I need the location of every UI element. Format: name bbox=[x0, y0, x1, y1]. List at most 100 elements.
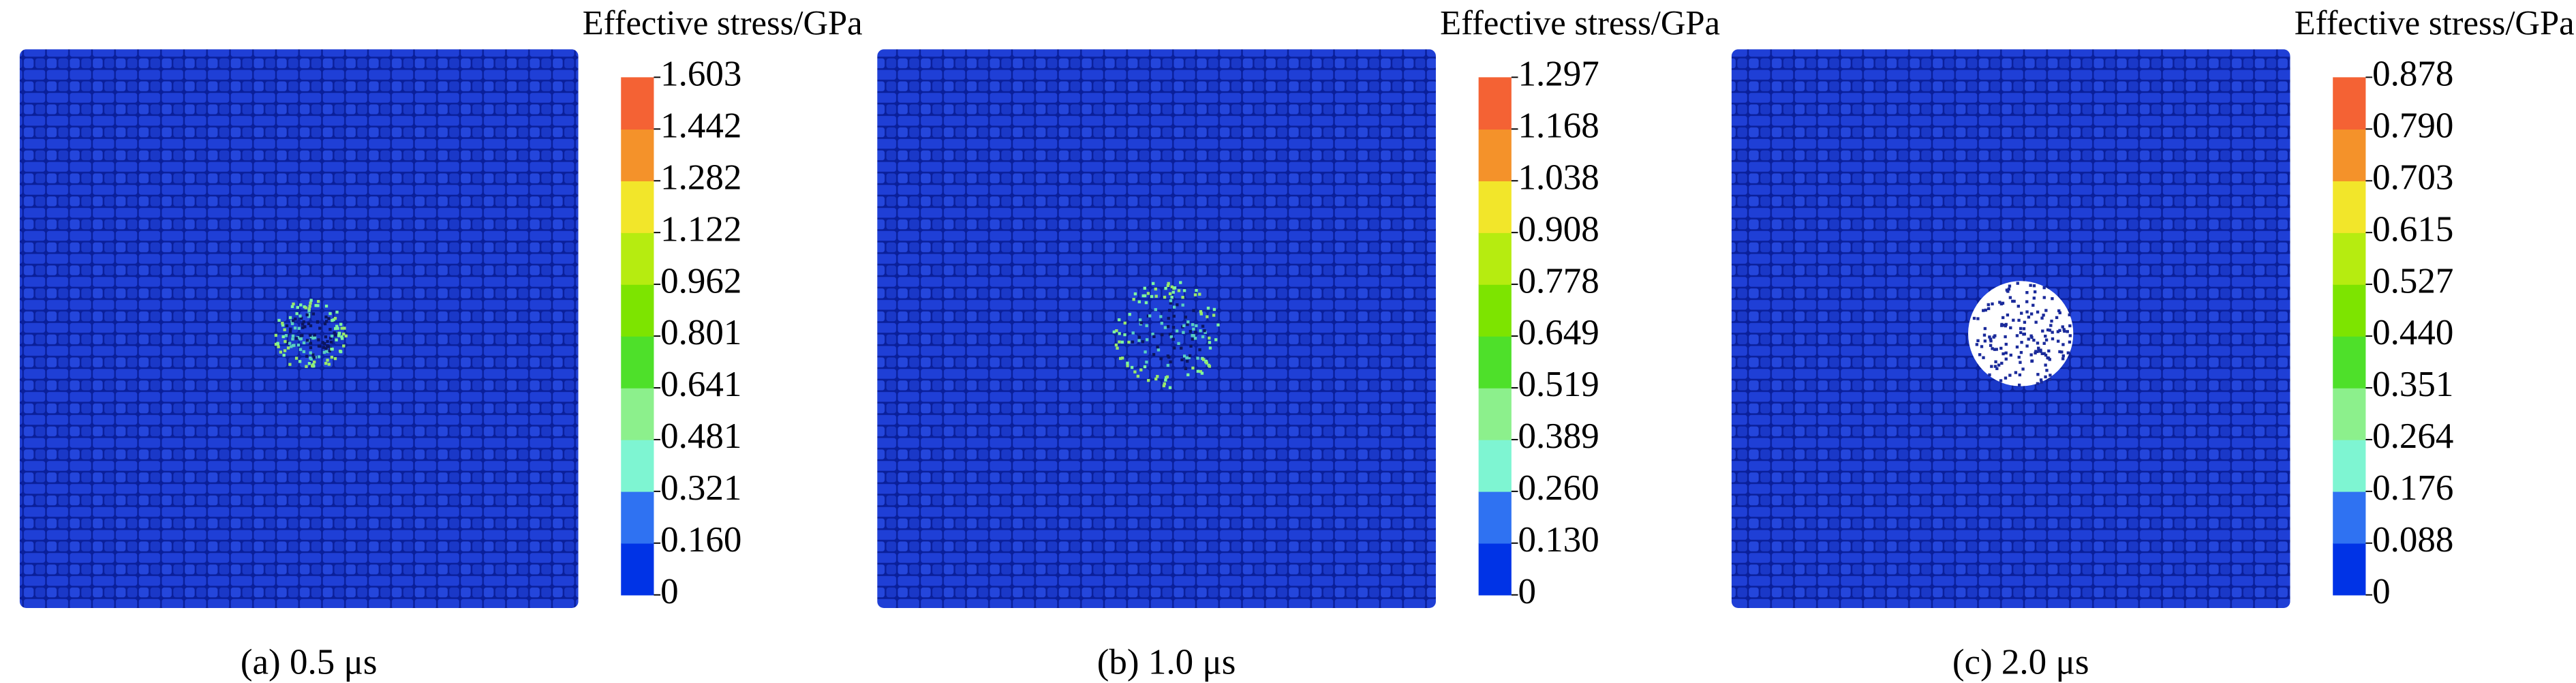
colorbar-band bbox=[1478, 129, 1512, 181]
stress-spot bbox=[2055, 316, 2059, 320]
stress-spot bbox=[281, 323, 285, 327]
stress-spot bbox=[329, 336, 333, 340]
stress-spot bbox=[307, 309, 311, 312]
stress-spot bbox=[2034, 350, 2038, 353]
colorbar-band bbox=[1478, 181, 1512, 233]
colorbar-band bbox=[621, 387, 654, 440]
stress-spot bbox=[1983, 339, 1987, 343]
stress-spot bbox=[1980, 345, 1984, 348]
stress-spot bbox=[2001, 316, 2005, 320]
stress-spot bbox=[289, 327, 292, 331]
stress-spot bbox=[313, 333, 316, 337]
stress-spot bbox=[1159, 315, 1163, 318]
stress-spot bbox=[1116, 346, 1119, 350]
stress-spot bbox=[1118, 340, 1121, 344]
stress-spot bbox=[2011, 299, 2014, 303]
colorbar-band bbox=[1478, 439, 1512, 492]
stress-spot bbox=[1988, 335, 1991, 339]
stress-spot bbox=[1184, 316, 1187, 319]
stress-spot bbox=[1146, 314, 1150, 318]
stress-spot bbox=[1112, 330, 1116, 334]
stress-spot bbox=[296, 344, 301, 347]
stress-spot bbox=[1171, 337, 1175, 341]
colorbar-band bbox=[621, 284, 654, 337]
stress-spot bbox=[2034, 320, 2038, 324]
stress-spot bbox=[329, 340, 333, 344]
stress-spot bbox=[337, 334, 341, 337]
stress-spot bbox=[1154, 307, 1157, 312]
stress-spot bbox=[1997, 363, 2001, 367]
stress-spot bbox=[2030, 359, 2034, 363]
stress-spot bbox=[327, 363, 331, 366]
stress-spot bbox=[1165, 375, 1169, 379]
stress-spot bbox=[2017, 305, 2020, 308]
stress-spot bbox=[1156, 348, 1161, 352]
stress-spot bbox=[291, 334, 295, 338]
stress-spot bbox=[299, 303, 303, 307]
stress-spot bbox=[1199, 309, 1203, 314]
stress-spot bbox=[1159, 357, 1163, 361]
stress-spot bbox=[1123, 321, 1126, 325]
stress-spot bbox=[1114, 343, 1118, 347]
stress-spot bbox=[2045, 369, 2049, 372]
stress-spot bbox=[308, 304, 311, 308]
stress-spot bbox=[2017, 383, 2021, 387]
stress-spot bbox=[309, 301, 312, 305]
stress-spot bbox=[1166, 354, 1169, 358]
stress-spot bbox=[1185, 359, 1189, 363]
stress-spot bbox=[1143, 286, 1146, 290]
stress-spot bbox=[2061, 357, 2065, 361]
stress-spot bbox=[2033, 290, 2037, 294]
stress-spot bbox=[282, 353, 286, 357]
stress-spot bbox=[334, 333, 337, 337]
stress-spot bbox=[305, 313, 309, 317]
stress-spot bbox=[1163, 326, 1167, 329]
stress-spot bbox=[1144, 301, 1148, 305]
stress-spot bbox=[317, 344, 321, 348]
stress-spot bbox=[2006, 313, 2010, 317]
stress-spot bbox=[2008, 296, 2012, 299]
stress-spot bbox=[2049, 374, 2052, 377]
stress-spot bbox=[324, 304, 328, 308]
stress-spot bbox=[298, 348, 303, 351]
colorbar-tick-label: 0.790 bbox=[2372, 106, 2453, 145]
stress-spot bbox=[307, 362, 311, 365]
stress-spot bbox=[309, 333, 312, 337]
stress-spot bbox=[295, 312, 298, 316]
stress-spot bbox=[2042, 314, 2045, 317]
stress-spot bbox=[1164, 286, 1167, 290]
stress-spot bbox=[324, 349, 328, 353]
colorbar-band bbox=[621, 181, 654, 233]
colorbar-band bbox=[2333, 284, 2366, 337]
stress-spot bbox=[2068, 340, 2072, 344]
stress-spot bbox=[1163, 382, 1167, 386]
stress-spot bbox=[2057, 309, 2061, 313]
stress-spot bbox=[2029, 284, 2032, 287]
stress-spot bbox=[326, 359, 329, 362]
stress-spot bbox=[309, 356, 312, 360]
stress-spot bbox=[2058, 329, 2061, 333]
stress-spot bbox=[2021, 367, 2025, 371]
stress-spot bbox=[1166, 363, 1170, 367]
stress-spot bbox=[1195, 324, 1198, 328]
colorbar-tick-label: 0.527 bbox=[2372, 261, 2453, 301]
colorbar-band bbox=[2333, 439, 2366, 492]
stress-spot bbox=[2046, 356, 2049, 360]
stress-spot bbox=[2004, 324, 2008, 328]
stress-spot bbox=[307, 312, 311, 316]
stress-spot bbox=[338, 331, 341, 335]
stress-spot bbox=[1976, 317, 1980, 320]
stress-spot bbox=[291, 337, 294, 341]
stress-spot bbox=[1991, 347, 1994, 350]
stress-spot bbox=[1160, 322, 1163, 325]
stress-spot bbox=[279, 350, 283, 354]
caption: (a) 0.5 μs bbox=[241, 642, 378, 682]
stress-spot bbox=[1987, 303, 1990, 307]
stress-spot bbox=[1189, 344, 1193, 348]
colorbar-tick-label: 0.615 bbox=[2372, 209, 2453, 249]
stress-spot bbox=[326, 339, 329, 344]
colorbar-tick-label: 0 bbox=[1518, 572, 1536, 611]
stress-spot bbox=[1995, 348, 1998, 351]
stress-spot bbox=[2025, 310, 2029, 314]
stress-spot bbox=[1212, 314, 1216, 317]
